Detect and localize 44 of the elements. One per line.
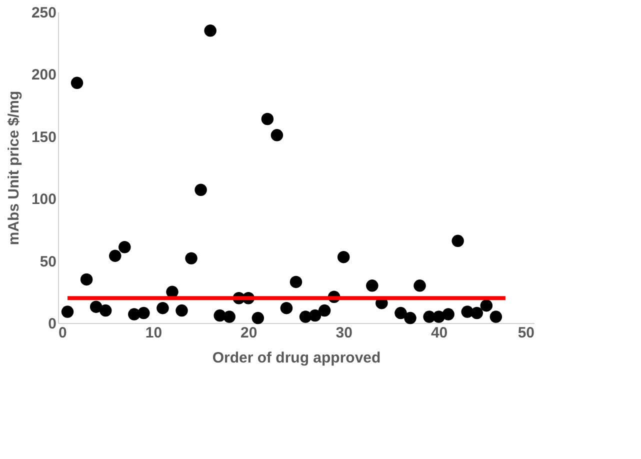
y-tick-label: 50 bbox=[40, 253, 56, 270]
point bbox=[404, 312, 416, 324]
point bbox=[223, 310, 236, 323]
point bbox=[108, 250, 122, 262]
x-tick-label: 20 bbox=[240, 324, 258, 342]
y-tick-label: 150 bbox=[31, 128, 56, 146]
point bbox=[176, 304, 188, 317]
point bbox=[470, 306, 484, 320]
x-tick-label: 30 bbox=[336, 324, 352, 342]
point bbox=[252, 312, 264, 324]
point bbox=[80, 273, 93, 286]
point bbox=[70, 76, 84, 90]
point bbox=[118, 241, 131, 254]
x-tick-label: 10 bbox=[145, 324, 162, 342]
point bbox=[280, 302, 293, 314]
point bbox=[452, 234, 464, 248]
x-tick-label: 50 bbox=[518, 324, 534, 342]
point bbox=[156, 302, 169, 314]
point bbox=[185, 252, 198, 264]
point bbox=[194, 184, 207, 196]
point bbox=[290, 276, 302, 288]
point bbox=[90, 300, 102, 313]
y-tick-label: 200 bbox=[31, 66, 56, 84]
x-tick-label: 0 bbox=[58, 324, 67, 342]
point bbox=[480, 299, 493, 312]
y-axis-title: mAbs Unit price $/mg bbox=[5, 90, 22, 246]
x-tick-label: 40 bbox=[430, 324, 448, 342]
point bbox=[394, 306, 407, 320]
point bbox=[99, 304, 112, 317]
point bbox=[442, 308, 454, 320]
point bbox=[270, 129, 284, 142]
point bbox=[61, 306, 74, 318]
y-tick-label: 250 bbox=[31, 4, 56, 22]
point bbox=[366, 280, 378, 292]
point bbox=[138, 306, 150, 320]
point bbox=[318, 304, 331, 317]
point bbox=[414, 280, 426, 292]
x-axis-title: Order of drug approved bbox=[212, 350, 381, 366]
point bbox=[261, 112, 274, 126]
y-tick-label: 100 bbox=[31, 191, 56, 208]
point bbox=[337, 250, 350, 264]
point bbox=[204, 24, 216, 37]
point bbox=[308, 309, 322, 322]
point bbox=[490, 310, 502, 323]
